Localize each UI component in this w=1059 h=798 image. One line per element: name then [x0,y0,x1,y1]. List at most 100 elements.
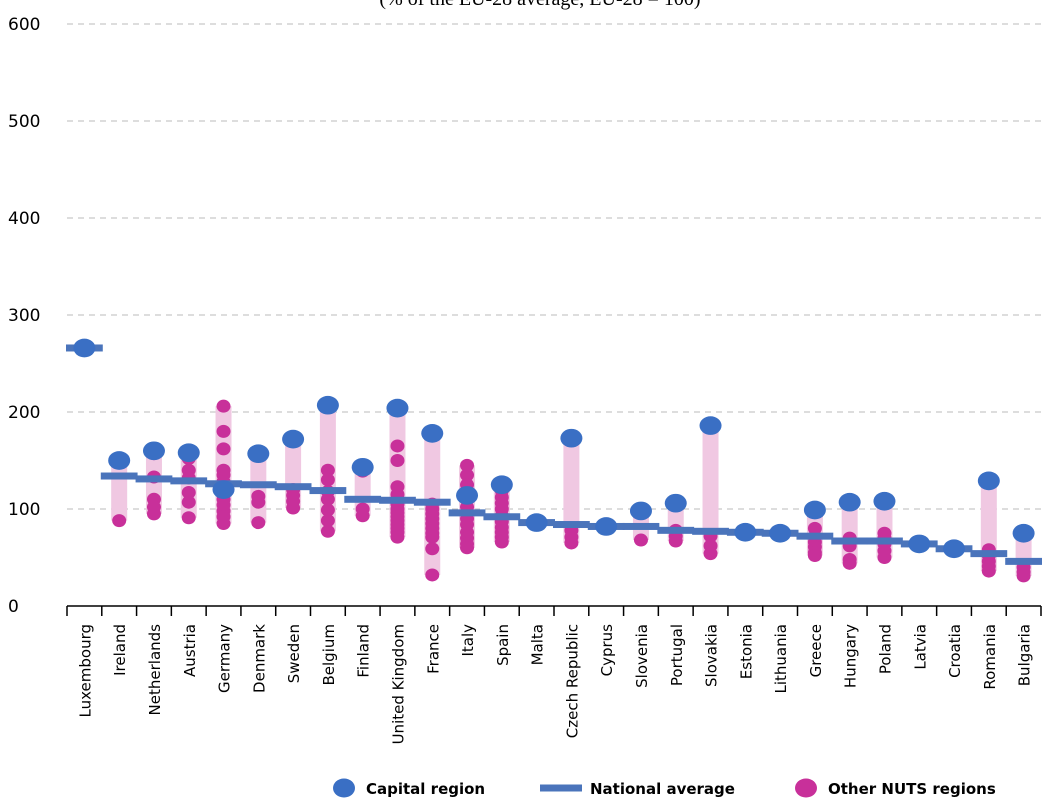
y-tick-label: 0 [8,597,19,617]
y-tick-label: 500 [8,112,40,132]
other-region-point [181,486,196,500]
capital-region-point [177,443,200,463]
country-group [66,338,103,358]
capital-region-point [282,429,305,449]
other-region-point [112,514,127,528]
grid-lines [67,23,1041,510]
x-tick-label: Cyprus [598,624,616,677]
x-tick-label: Malta [529,624,547,665]
legend-other-marker [795,778,817,798]
country-group [935,539,973,559]
capital-region-point [247,444,270,464]
capital-region-point [421,423,444,443]
country-group [796,500,834,563]
legend-label: Capital region [366,780,485,798]
country-group [448,458,486,555]
x-tick-label: Germany [216,624,234,693]
legend: Capital region National average Other NUTS… [333,778,996,798]
capital-region-point [560,428,583,448]
legend-label: National average [590,780,735,798]
other-region-point [807,549,822,563]
national-average-bar [135,475,173,483]
capital-region-point [456,486,479,505]
capital-region-point [212,480,235,499]
x-tick-label: Ireland [111,624,129,676]
country-group [1005,523,1042,583]
country-group [726,522,764,542]
country-group [205,399,242,531]
other-region-point [181,495,196,509]
country-group [587,517,625,536]
x-tick-label: Netherlands [146,624,164,716]
country-group [761,523,799,543]
capital-region-point [977,471,1000,491]
capital-region-point [108,451,131,470]
x-tick-label: Greece [807,624,825,677]
national-average-bar [379,496,416,504]
other-region-point [460,541,475,555]
other-region-point [146,507,161,521]
other-region-point [668,534,683,548]
plot-area [66,338,1042,583]
national-average-bar [1005,557,1042,565]
other-region-point [633,533,648,547]
legend-label: Other NUTS regions [828,780,996,798]
x-tick-label: Latvia [911,624,929,670]
x-tick-label: Hungary [842,624,860,688]
other-region-point [251,516,266,530]
national-average-bar [970,550,1008,558]
x-tick-label: Finland [355,624,373,678]
legend-national-marker [540,784,582,792]
country-group [135,441,173,521]
y-tick-label: 600 [8,15,40,35]
other-region-point [390,454,405,467]
other-region-point [494,535,509,549]
other-region-point [320,473,335,487]
y-tick-label: 300 [8,306,40,326]
national-average-bar [553,521,590,529]
country-group [866,491,903,564]
x-tick-label: United Kingdom [389,624,407,744]
country-group [100,451,138,528]
capital-region-point [351,457,374,477]
x-tick-label: Poland [876,624,894,674]
x-tick-label: Slovakia [703,624,721,687]
national-average-bar [483,513,521,521]
national-average-bar [692,527,729,535]
x-tick-label: Austria [181,624,199,677]
other-region-point [320,524,335,538]
country-group [170,443,208,525]
country-group [900,534,938,554]
capital-region-point [699,416,722,435]
national-average-bar [309,487,347,495]
other-region-point [251,495,266,509]
capital-region-point [316,395,339,415]
country-group [274,429,312,515]
x-tick-label: Italy [459,624,477,657]
other-region-point [355,509,370,523]
capital-region-point [734,522,757,542]
country-group [553,428,590,550]
national-average-bar [170,477,208,485]
other-region-point [425,542,440,556]
x-tick-label: Slovenia [633,624,651,688]
national-average-bar [413,498,451,506]
national-average-bar [100,472,138,480]
other-region-point [390,439,405,453]
x-axis: Luxembourg Ireland Netherlands Austria Germa… [66,605,1042,744]
capital-region-point [943,539,966,559]
national-average-bar [831,537,869,545]
other-region-point [216,424,231,438]
other-region-point [320,514,335,528]
other-region-point [842,556,857,570]
national-average-bar [866,537,903,545]
other-region-point [1016,569,1031,583]
country-group [657,493,695,548]
country-group [309,395,347,538]
national-average-bar [239,481,277,489]
country-group [622,501,660,547]
country-group [239,444,277,530]
range-bar [354,467,371,516]
capital-region-point [525,513,548,532]
capital-region-point [386,398,409,418]
